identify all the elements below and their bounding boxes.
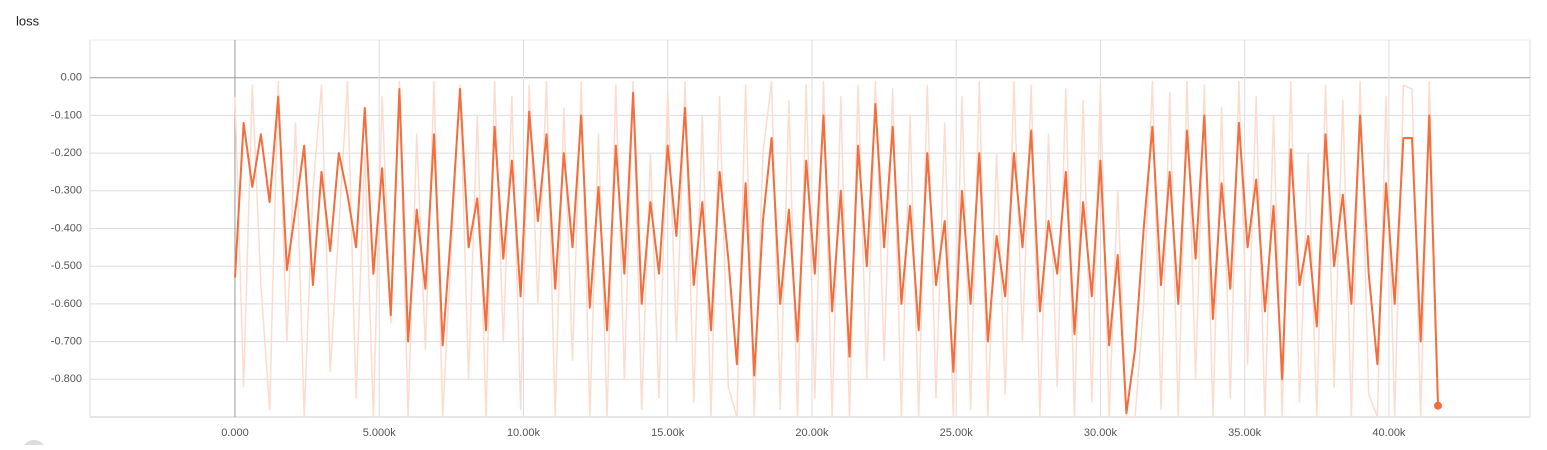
x-tick-label: 10.00k xyxy=(507,427,541,439)
x-tick-label: 30.00k xyxy=(1084,427,1118,439)
y-tick-label: -0.600 xyxy=(51,298,82,310)
y-tick-label: -0.800 xyxy=(51,373,82,385)
x-tick-label: 40.00k xyxy=(1372,427,1406,439)
y-tick-label: -0.300 xyxy=(51,185,82,197)
x-tick-label: 25.00k xyxy=(940,427,974,439)
x-tick-label: 20.00k xyxy=(795,427,829,439)
x-tick-label: 5.000k xyxy=(363,427,397,439)
x-tick-label: 35.00k xyxy=(1228,427,1262,439)
y-tick-label: -0.700 xyxy=(51,336,82,348)
x-tick-label: 0.000 xyxy=(221,427,249,439)
smoothed-line xyxy=(234,88,1439,415)
y-tick-label: -0.200 xyxy=(51,147,82,159)
y-tick-label: 0.00 xyxy=(61,72,82,84)
y-tick-label: -0.100 xyxy=(51,109,82,121)
y-tick-label: -0.400 xyxy=(51,222,82,234)
last-point xyxy=(1433,401,1442,410)
chart-title: loss xyxy=(16,13,40,28)
toggle-icon[interactable] xyxy=(22,440,46,450)
x-tick-label: 15.00k xyxy=(651,427,685,439)
y-tick-label: -0.500 xyxy=(51,260,82,272)
